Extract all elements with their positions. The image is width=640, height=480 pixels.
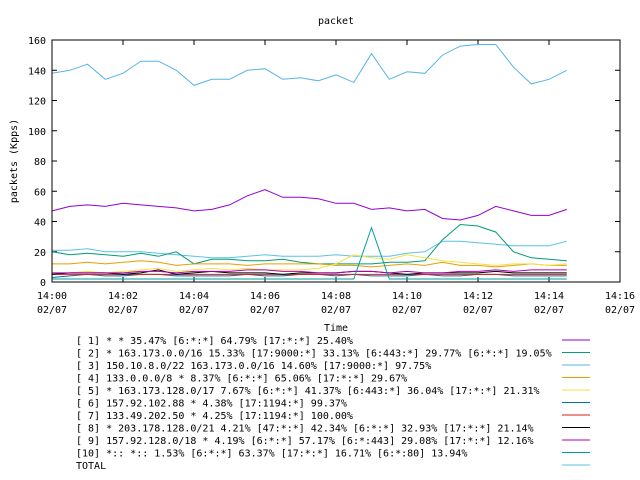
- x-tick-time-label: 14:14: [534, 291, 564, 302]
- y-tick-label: 40: [34, 218, 46, 229]
- legend-label-8: [ 8] * 203.178.128.0/21 4.21% [47:*:*] 4…: [76, 424, 534, 435]
- legend-label-10: [10] *:: *:: 1.53% [6:*:*] 63.37% [17:*:…: [76, 449, 467, 460]
- y-tick-label: 0: [40, 278, 46, 289]
- chart-title: packet: [318, 16, 354, 27]
- legend-label-2: [ 2] * 163.173.0.0/16 15.33% [17:9000:*]…: [76, 349, 552, 360]
- series-lines: [51, 44, 568, 280]
- y-tick-label: 100: [28, 127, 46, 138]
- series-line-2: [51, 223, 567, 265]
- legend-label-7: [ 7] 133.49.202.50 * 4.25% [17:1194:*] 1…: [76, 411, 353, 422]
- x-tick-date-label: 02/07: [37, 305, 67, 316]
- x-tick-date-label: 02/07: [250, 305, 280, 316]
- y-tick-label: 120: [28, 97, 46, 108]
- y-axis-label: packets (Kpps): [9, 119, 20, 203]
- series-line-9: [52, 269, 567, 274]
- x-tick-date-label: 02/07: [392, 305, 422, 316]
- x-tick-date-label: 02/07: [463, 305, 493, 316]
- y-tick-label: 140: [28, 66, 46, 77]
- x-tick-date-label: 02/07: [321, 305, 351, 316]
- x-tick-time-label: 14:04: [179, 291, 209, 302]
- x-tick-date-label: 02/07: [179, 305, 209, 316]
- y-tick-label: 20: [34, 248, 46, 259]
- series-line-11: [52, 240, 567, 259]
- legend-label-6: [ 6] 157.92.102.88 * 4.38% [17:1194:*] 9…: [76, 399, 347, 410]
- x-tick-date-label: 02/07: [534, 305, 564, 316]
- x-tick-date-label: 02/07: [108, 305, 138, 316]
- series-line-8: [51, 269, 567, 275]
- x-tick-time-label: 14:08: [321, 291, 351, 302]
- x-tick-date-label: 02/07: [605, 305, 635, 316]
- y-tick-label: 60: [34, 187, 46, 198]
- x-tick-time-label: 14:12: [463, 291, 493, 302]
- legend-label-5: [ 5] * 163.173.128.0/17 7.67% [6:*:*] 41…: [76, 386, 540, 397]
- x-axis-label: Time: [324, 323, 348, 334]
- y-tick-label: 80: [34, 157, 46, 168]
- series-line-4: [52, 260, 567, 268]
- legend-label-9: [ 9] 157.92.128.0/18 * 4.19% [6:*:*] 57.…: [76, 436, 534, 447]
- x-tick-time-label: 14:06: [250, 291, 280, 302]
- y-tick-label: 160: [28, 36, 46, 47]
- series-line-5: [51, 254, 567, 275]
- series-line-3: [51, 44, 568, 86]
- legend-label-11: TOTAL: [76, 461, 106, 472]
- x-tick-time-label: 14:10: [392, 291, 422, 302]
- plot-frame: [51, 39, 621, 283]
- series-line-10: [52, 226, 567, 280]
- series-line-1: [51, 189, 567, 221]
- x-tick-time-label: 14:00: [37, 291, 67, 302]
- legend-label-4: [ 4] 133.0.0.0/8 * 8.37% [6:*:*] 65.06% …: [76, 374, 407, 385]
- x-tick-time-label: 14:02: [108, 291, 138, 302]
- legend: [ 1] * * 35.47% [6:*:*] 64.79% [17:*:*] …: [76, 336, 590, 472]
- legend-label-3: [ 3] 150.10.8.0/22 163.173.0.0/16 14.60%…: [76, 361, 431, 372]
- x-tick-time-label: 14:16: [605, 291, 635, 302]
- legend-label-1: [ 1] * * 35.47% [6:*:*] 64.79% [17:*:*] …: [76, 336, 353, 347]
